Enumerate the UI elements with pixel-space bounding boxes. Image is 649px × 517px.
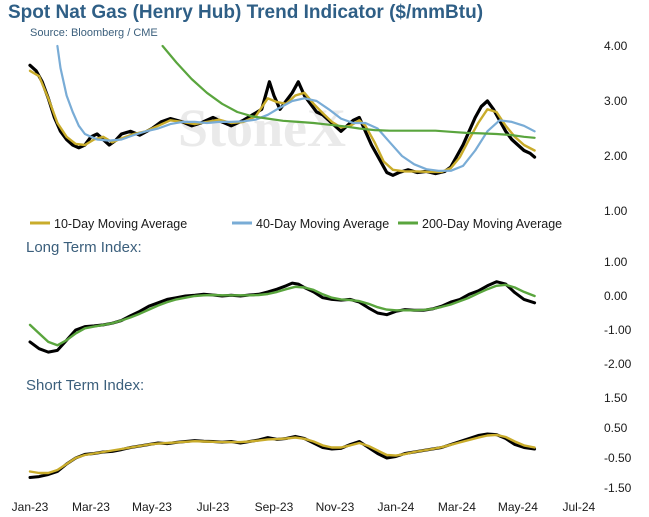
price-ytick-label: 1.00 [604,204,628,218]
price-series-ma10 [28,69,536,174]
long-series-index [28,280,537,354]
chart-title: Spot Nat Gas (Henry Hub) Trend Indicator… [8,2,484,23]
xtick-label: Mar-24 [438,500,476,514]
price-ytick-label: 3.00 [604,94,628,108]
xtick-label: Mar-23 [72,500,110,514]
price-series-price [28,63,537,177]
chart-source: Source: Bloomberg / CME [30,27,158,39]
long-ytick-label: 0.00 [604,289,628,303]
short-ytick-label: 0.50 [604,421,628,435]
short-series-signal [28,433,536,475]
price-ytick-label: 2.00 [604,149,628,163]
short-ytick-label: -0.50 [604,451,632,465]
xtick-label: Sep-23 [255,500,294,514]
xtick-label: May-23 [132,500,172,514]
short-ytick-label: -1.50 [604,481,632,495]
price-series-ma200 [161,44,536,139]
xtick-label: Jul-23 [197,500,230,514]
long-ytick-label: 1.00 [604,255,628,269]
short-panel-title: Short Term Index: [26,377,144,394]
legend-label-ma10: 10-Day Moving Average [54,217,187,231]
xtick-label: May-24 [498,500,538,514]
xtick-label: Jan-23 [12,500,49,514]
short-ytick-label: 1.50 [604,391,628,405]
xtick-label: Jan-24 [378,500,415,514]
price-series-ma40 [56,44,536,172]
long-series-signal [28,283,536,347]
long-ytick-label: -2.00 [604,357,632,371]
xtick-label: Nov-23 [316,500,355,514]
legend-label-ma200: 200-Day Moving Average [422,217,562,231]
short-series-index [28,432,537,479]
price-ytick-label: 4.00 [604,39,628,53]
xtick-label: Jul-24 [563,500,596,514]
long-panel-title: Long Term Index: [26,239,142,256]
long-ytick-label: -1.00 [604,323,632,337]
legend-label-ma40: 40-Day Moving Average [256,217,389,231]
